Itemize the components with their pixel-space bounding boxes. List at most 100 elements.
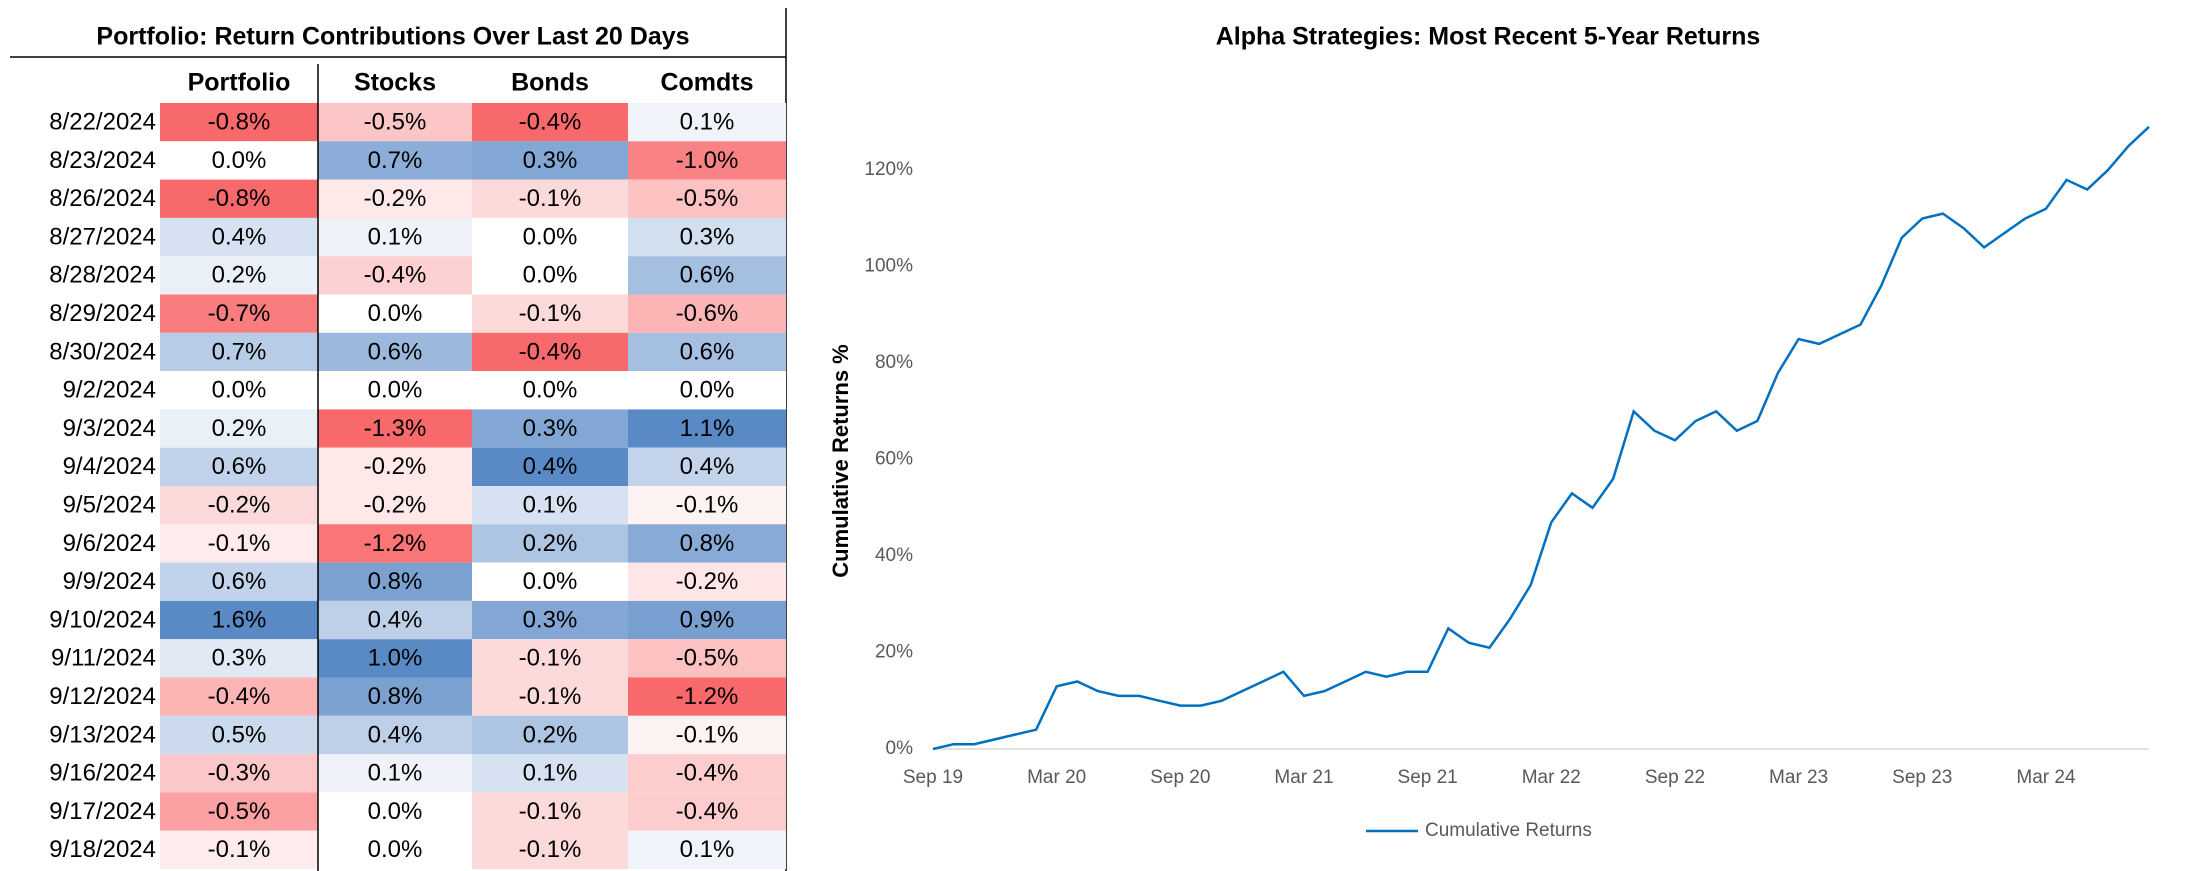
cell-value: 0.6% (368, 338, 423, 365)
cell-value: -0.4% (519, 108, 582, 135)
heat-cell (160, 754, 318, 793)
cell-value: 0.0% (368, 300, 423, 327)
heat-cell (318, 715, 472, 755)
cell-value: 0.7% (212, 338, 267, 365)
heat-cell (472, 562, 628, 601)
cell-value: 0.8% (680, 530, 735, 557)
cell-value: -1.2% (676, 683, 739, 710)
cell-value: -0.8% (208, 185, 271, 212)
chart-title: Alpha Strategies: Most Recent 5-Year Ret… (1216, 23, 1761, 51)
row-date: 8/23/2024 (49, 147, 156, 174)
row-date: 9/9/2024 (63, 568, 156, 595)
cell-value: 0.6% (212, 568, 267, 595)
heat-cell (318, 217, 472, 257)
heat-cell (628, 256, 786, 295)
cell-value: 0.4% (212, 223, 267, 250)
row-date: 8/29/2024 (49, 300, 156, 327)
cell-value: -0.1% (208, 836, 271, 863)
cell-value: -0.1% (519, 683, 582, 710)
cell-value: 0.0% (212, 377, 267, 404)
heat-cell (472, 715, 628, 755)
heat-cell (628, 217, 786, 257)
heat-cell (318, 371, 472, 410)
cell-value: -0.4% (676, 798, 739, 825)
cell-value: 0.4% (680, 453, 735, 480)
cell-value: -0.1% (676, 491, 739, 518)
x-tick-label: Sep 23 (1892, 767, 1952, 788)
heat-cell (318, 562, 472, 601)
heat-cell (160, 524, 318, 563)
heat-cell (472, 141, 628, 180)
heat-cell (318, 639, 472, 678)
heat-cell (160, 294, 318, 333)
x-tick-label: Sep 22 (1645, 767, 1705, 788)
cell-value: 0.3% (212, 645, 267, 672)
heat-cell (628, 600, 786, 640)
heat-cell (160, 217, 318, 257)
heat-cell (628, 371, 786, 410)
cell-value: -0.1% (519, 645, 582, 672)
cell-value: 0.1% (680, 836, 735, 863)
cell-value: 0.2% (523, 721, 578, 748)
cell-value: -0.4% (364, 262, 427, 289)
heat-cell (628, 792, 786, 831)
heat-cell (160, 103, 318, 142)
heat-cell (318, 524, 472, 563)
heat-cell (318, 830, 472, 869)
cell-value: -1.2% (364, 530, 427, 557)
row-date: 8/30/2024 (49, 338, 156, 365)
cell-value: 0.1% (680, 108, 735, 135)
heat-cell (472, 294, 628, 333)
row-date: 9/18/2024 (49, 836, 156, 863)
cell-value: 1.0% (368, 645, 423, 672)
cell-value: -0.4% (208, 683, 271, 710)
row-date: 9/13/2024 (49, 721, 156, 748)
heat-cell (472, 754, 628, 793)
cell-value: -0.1% (519, 836, 582, 863)
heat-cell (160, 486, 318, 525)
cell-value: 0.3% (523, 415, 578, 442)
cell-value: -0.5% (676, 185, 739, 212)
cell-value: -0.2% (676, 568, 739, 595)
cell-value: 0.0% (523, 262, 578, 289)
row-date: 9/3/2024 (63, 415, 156, 442)
cell-value: -0.5% (208, 798, 271, 825)
x-tick-label: Mar 24 (2016, 767, 2076, 788)
heat-cell (628, 486, 786, 525)
heat-cell (472, 256, 628, 295)
heat-cell (318, 792, 472, 831)
cell-value: 0.0% (523, 568, 578, 595)
cell-value: 0.8% (368, 568, 423, 595)
heat-cell (628, 562, 786, 601)
heat-cell (318, 409, 472, 448)
cell-value: 0.9% (680, 606, 735, 633)
row-date: 8/28/2024 (49, 262, 156, 289)
heat-cell (160, 562, 318, 601)
heat-cell (160, 179, 318, 218)
cell-value: 0.2% (212, 415, 267, 442)
cell-value: -0.2% (364, 491, 427, 518)
heat-cell (160, 332, 318, 372)
cell-value: 0.2% (523, 530, 578, 557)
cell-value: 0.6% (680, 262, 735, 289)
cell-value: 0.7% (368, 147, 423, 174)
heat-cell (628, 677, 786, 716)
heat-cell (472, 486, 628, 525)
cell-value: -0.2% (364, 453, 427, 480)
heat-cell (472, 409, 628, 448)
y-tick-label: 40% (875, 545, 913, 566)
y-tick-label: 0% (886, 738, 914, 759)
legend-label: Cumulative Returns (1425, 820, 1592, 841)
y-tick-label: 80% (875, 352, 913, 373)
heat-cell (628, 103, 786, 142)
column-header: Portfolio (188, 69, 291, 97)
cell-value: -0.6% (676, 300, 739, 327)
heat-cell (472, 600, 628, 640)
heat-cell (472, 447, 628, 486)
x-tick-label: Mar 23 (1769, 767, 1828, 788)
heat-cell (318, 754, 472, 793)
cell-value: -0.1% (676, 721, 739, 748)
heat-cell (160, 409, 318, 448)
heat-cell (628, 179, 786, 218)
